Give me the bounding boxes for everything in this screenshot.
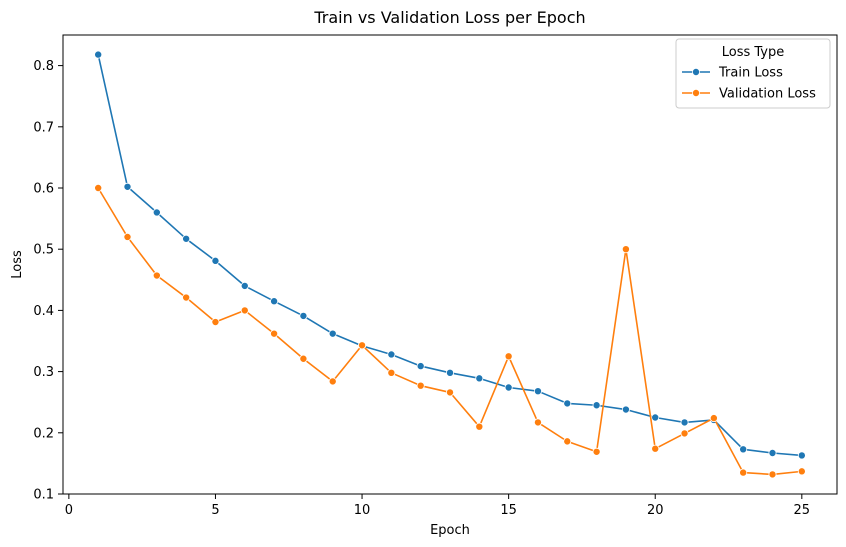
data-point [739, 445, 748, 454]
legend-title: Loss Type [722, 45, 785, 60]
legend-label: Validation Loss [719, 87, 816, 102]
data-point [504, 352, 513, 361]
data-point [504, 383, 513, 392]
y-tick-label: 0.1 [33, 488, 54, 503]
data-point [123, 232, 132, 241]
data-point [152, 271, 161, 280]
x-tick-label: 5 [211, 503, 219, 518]
data-point [592, 401, 601, 410]
data-point [416, 381, 425, 390]
legend-label: Train Loss [718, 66, 783, 81]
data-point [533, 418, 542, 427]
series-train-loss [94, 50, 806, 460]
data-point [416, 362, 425, 371]
data-point [475, 374, 484, 383]
data-point [475, 422, 484, 431]
data-point [123, 182, 132, 191]
data-point [797, 467, 806, 476]
data-point [651, 413, 660, 422]
data-point [563, 399, 572, 408]
data-point [211, 318, 220, 327]
data-point [621, 405, 630, 414]
data-point [445, 368, 454, 377]
data-point [621, 245, 630, 254]
x-tick-label: 15 [500, 503, 517, 518]
data-point [797, 451, 806, 460]
y-axis-label: Loss [10, 250, 25, 279]
legend: Loss Type Train Loss Validation Loss [675, 38, 831, 109]
data-point [709, 414, 718, 423]
data-point [739, 468, 748, 477]
data-point [299, 311, 308, 320]
data-point [387, 350, 396, 359]
y-tick-label: 0.2 [33, 426, 54, 441]
legend-marker [692, 89, 701, 98]
data-point [592, 447, 601, 456]
plot-area [62, 34, 838, 495]
data-point [94, 183, 103, 192]
x-axis-label: Epoch [430, 523, 470, 538]
x-tick-label: 10 [354, 503, 371, 518]
data-point [358, 341, 367, 350]
data-point [651, 444, 660, 453]
data-point [680, 418, 689, 427]
data-point [680, 429, 689, 438]
data-point [240, 306, 249, 315]
data-point [270, 297, 279, 306]
data-point [182, 234, 191, 243]
data-point [563, 437, 572, 446]
chart-title: Train vs Validation Loss per Epoch [313, 8, 585, 27]
x-tick-label: 25 [794, 503, 811, 518]
legend-marker [692, 68, 701, 77]
data-point [768, 448, 777, 457]
data-point [211, 256, 220, 265]
data-point [299, 354, 308, 363]
y-tick-label: 0.5 [33, 243, 54, 258]
y-tick-label: 0.8 [33, 59, 54, 74]
data-point [270, 329, 279, 338]
data-point [328, 329, 337, 338]
y-tick-label: 0.6 [33, 182, 54, 197]
data-point [445, 388, 454, 397]
data-point [533, 387, 542, 396]
data-point [94, 50, 103, 59]
y-tick-label: 0.4 [33, 304, 54, 319]
x-tick-label: 20 [647, 503, 664, 518]
series-validation-loss [94, 183, 806, 479]
y-tick-label: 0.7 [33, 120, 54, 135]
data-point [387, 368, 396, 377]
legend-box [675, 38, 831, 109]
data-point [182, 293, 191, 302]
data-point [152, 208, 161, 217]
x-tick-label: 0 [65, 503, 73, 518]
data-point [240, 281, 249, 290]
data-point [768, 470, 777, 479]
data-point [328, 377, 337, 386]
y-tick-label: 0.3 [33, 365, 54, 380]
